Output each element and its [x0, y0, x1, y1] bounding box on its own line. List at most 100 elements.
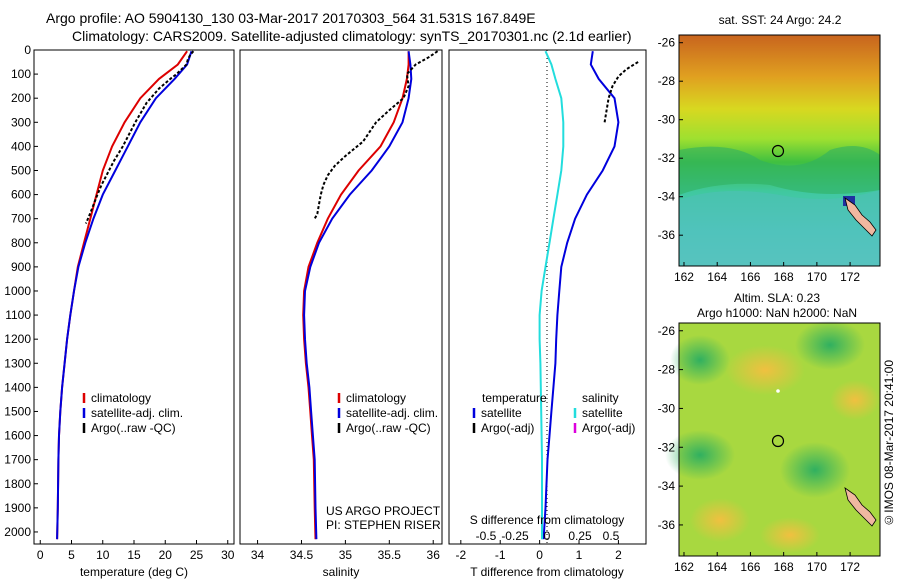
sst-front [679, 146, 880, 195]
legend-label-sal-argo: Argo(-adj) [582, 421, 635, 435]
x-tick-label: 1 [576, 548, 583, 562]
series-line-argo-raw-qc- [84, 50, 195, 224]
profile-title: Argo profile: AO 5904130_130 03-Mar-2017… [46, 10, 536, 26]
lat-tick-label: -34 [658, 479, 676, 493]
top-x-tick-label: 0 [544, 529, 551, 543]
climatology-title: Climatology: CARS2009. Satellite-adjuste… [72, 28, 632, 44]
temperature-plot [56, 50, 195, 540]
argo-position-marker [771, 434, 785, 448]
legend-label-satellite: satellite-adj. clim. [346, 406, 438, 420]
difference-xlabel: T difference from climatology [470, 565, 624, 579]
depth-tick-label: 1100 [5, 308, 31, 322]
lon-tick-label: 162 [674, 560, 694, 574]
depth-tick-label: 1700 [4, 453, 31, 467]
legend-title-salinity: salinity [582, 391, 619, 405]
depth-tick-label: 400 [11, 139, 31, 153]
project-annotation: US ARGO PROJECT [326, 504, 441, 518]
temperature-xlabel: temperature (deg C) [80, 565, 188, 579]
lon-tick-label: 166 [740, 560, 760, 574]
depth-tick-label: 900 [11, 260, 31, 274]
sla-high [725, 345, 805, 395]
sla-map [665, 320, 881, 557]
depth-tick-label: 1200 [4, 332, 31, 346]
sst-cool-water [679, 190, 880, 266]
x-tick-label: 20 [159, 548, 173, 562]
salinity-xlabel: salinity [323, 565, 360, 579]
map-ticks: 162 164 166 168 170 172 -26 -28 -30 -32 -34 -36 162 1… [658, 36, 861, 574]
lon-tick-label: 168 [774, 270, 794, 284]
x-tick-label: 0 [536, 548, 543, 562]
lat-tick-label: -28 [658, 363, 676, 377]
series-line-argo-raw-qc- [313, 50, 439, 220]
lat-tick-label: -30 [658, 401, 676, 415]
lon-tick-label: 164 [707, 560, 727, 574]
lat-tick-label: -36 [658, 228, 676, 242]
lon-tick-label: 168 [774, 560, 794, 574]
sst-map-frame [678, 34, 881, 267]
legend-label-climatology: climatology [346, 391, 406, 405]
temperature-legend: climatology satellite-adj. clim. Argo(..… [82, 391, 183, 435]
depth-tick-label: 1800 [4, 477, 31, 491]
x-tick-label: 34.5 [290, 548, 314, 562]
axes-ticks: 0100200300400500600700800900100011001200… [4, 43, 622, 562]
sst-map-title: sat. SST: 24 Argo: 24.2 [719, 13, 842, 27]
depth-tick-label: 1300 [4, 356, 31, 370]
lon-tick-label: 170 [807, 270, 827, 284]
top-x-tick-label: 0.5 [603, 529, 620, 543]
lat-tick-label: -26 [658, 36, 676, 50]
sst-map [678, 34, 881, 267]
series-line-satellite-adj-clim- [56, 50, 193, 540]
depth-tick-label: 800 [11, 236, 31, 250]
salinity-plot [302, 50, 439, 540]
x-tick-label: 10 [96, 548, 110, 562]
x-tick-label: -2 [455, 548, 466, 562]
x-tick-label: 2 [615, 548, 622, 562]
sla-low [670, 335, 730, 385]
x-tick-label: 35 [339, 548, 353, 562]
difference-legend: temperature salinity satellite Argo(-adj… [472, 391, 635, 435]
legend-label-argo: Argo(..raw -QC) [346, 421, 431, 435]
legend-label-temp-argo: Argo(-adj) [481, 421, 534, 435]
sla-low [780, 442, 850, 498]
x-tick-label: 34 [251, 548, 265, 562]
x-tick-label: 35.5 [378, 548, 402, 562]
x-tick-label: 0 [37, 548, 44, 562]
series-line-temperature-argo [603, 61, 639, 123]
legend-label-sal-satellite: satellite [582, 406, 623, 420]
top-x-tick-label: -0.5 [476, 529, 497, 543]
sla-low [795, 320, 865, 370]
difference-top-xlabel: S difference from climatology [470, 513, 625, 527]
depth-tick-label: 0 [24, 43, 31, 57]
x-tick-label: -1 [495, 548, 506, 562]
depth-tick-label: 300 [11, 115, 31, 129]
top-x-tick-label: 0.25 [568, 529, 592, 543]
lon-tick-label: 170 [807, 560, 827, 574]
series-line-climatology [56, 50, 188, 540]
x-tick-label: 15 [127, 548, 141, 562]
lat-tick-label: -28 [658, 74, 676, 88]
lat-tick-label: -26 [658, 324, 676, 338]
legend-label-temp-satellite: satellite [481, 406, 522, 420]
depth-tick-label: 700 [11, 212, 31, 226]
sla-high [690, 498, 750, 542]
lat-tick-label: -34 [658, 190, 676, 204]
legend-title-temperature: temperature [482, 391, 547, 405]
lon-tick-label: 162 [674, 270, 694, 284]
x-tick-label: 36 [427, 548, 441, 562]
lat-tick-label: -32 [658, 151, 676, 165]
series-line-temperature-satellite [542, 51, 620, 540]
legend-label-argo: Argo(..raw -QC) [91, 421, 176, 435]
series-line-salinity-satellite [538, 50, 565, 540]
top-x-tick-label: -0.25 [501, 529, 529, 543]
depth-tick-label: 1500 [4, 404, 31, 418]
depth-tick-label: 2000 [4, 525, 31, 539]
salinity-legend: climatology satellite-adj. clim. Argo(..… [326, 391, 441, 532]
imos-stamp: ©IMOS 08-Mar-2017 20:41:00 [882, 360, 896, 527]
lat-tick-label: -36 [658, 518, 676, 532]
x-tick-label: 25 [190, 548, 204, 562]
depth-tick-label: 1400 [4, 380, 31, 394]
lon-tick-label: 166 [740, 270, 760, 284]
pi-annotation: PI: STEPHEN RISER [326, 518, 441, 532]
depth-tick-label: 200 [11, 91, 31, 105]
